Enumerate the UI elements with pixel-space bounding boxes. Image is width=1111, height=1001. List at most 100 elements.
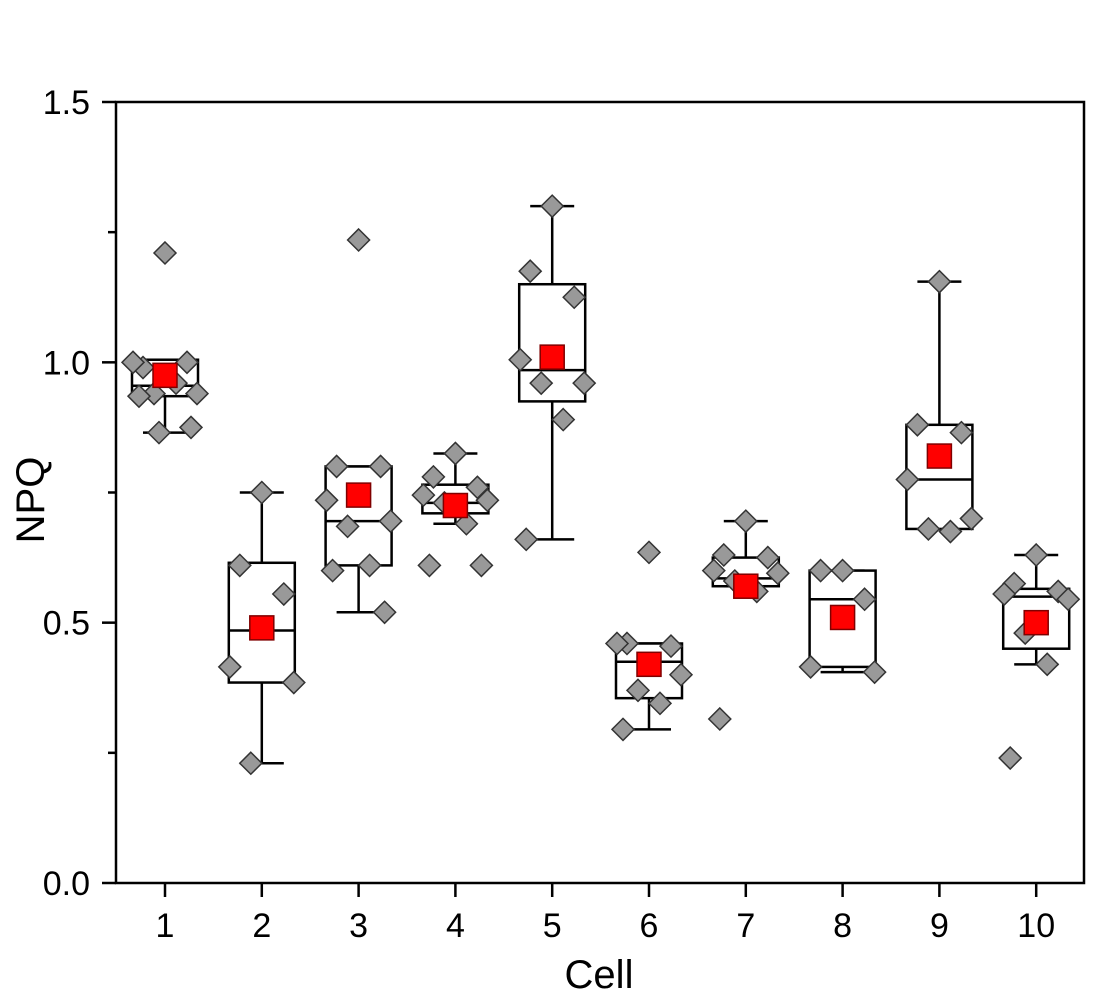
- data-point: [916, 516, 941, 542]
- x-tick-label: 3: [349, 907, 368, 945]
- data-point: [701, 558, 726, 583]
- data-point: [518, 259, 543, 284]
- mean-marker: [345, 482, 372, 508]
- x-tick-label: 1: [156, 907, 175, 945]
- data-point: [959, 506, 984, 531]
- labels: Cell NPQ 0.0 0.5 1.0 1.5 1 2 3 4 5 6 7 8 9 10: [9, 84, 1055, 997]
- x-tick-label: 7: [736, 907, 755, 945]
- data-point: [610, 717, 636, 742]
- data-point: [184, 381, 210, 406]
- data-points: [120, 194, 1081, 776]
- data-point: [227, 553, 252, 578]
- data-point: [152, 240, 178, 266]
- y-tick-label: 1.0: [43, 344, 90, 382]
- data-point: [647, 691, 673, 716]
- data-point: [508, 347, 533, 372]
- data-point: [998, 745, 1023, 771]
- x-tick-label: 9: [930, 907, 949, 945]
- data-point: [707, 706, 732, 732]
- data-point: [636, 540, 662, 565]
- data-point: [905, 412, 930, 437]
- box-iqr: [324, 465, 393, 567]
- data-point: [178, 415, 204, 440]
- data-point: [1024, 542, 1049, 568]
- data-point: [733, 509, 758, 534]
- data-point: [658, 634, 684, 659]
- box-5: [517, 204, 587, 541]
- data-point: [895, 467, 920, 492]
- data-point: [755, 545, 780, 570]
- data-point: [551, 407, 576, 432]
- data-point: [562, 285, 587, 310]
- mean-marker: [249, 615, 275, 641]
- x-tick-label: 10: [1017, 907, 1055, 945]
- data-point: [668, 662, 694, 687]
- data-point: [625, 678, 651, 703]
- box-10: [1001, 553, 1071, 666]
- data-point: [992, 581, 1017, 607]
- data-point: [765, 561, 790, 586]
- data-point: [417, 553, 442, 578]
- data-point: [174, 350, 200, 375]
- mean-marker: [442, 492, 469, 519]
- data-point: [529, 371, 554, 396]
- data-point: [1056, 587, 1081, 612]
- data-point: [249, 480, 274, 505]
- data-point: [469, 553, 494, 578]
- data-point: [368, 454, 393, 479]
- data-point: [1035, 652, 1060, 677]
- data-point: [217, 654, 242, 679]
- data-point: [443, 441, 468, 466]
- data-point: [540, 194, 565, 219]
- data-point: [862, 660, 887, 685]
- data-point: [372, 600, 397, 625]
- data-point: [281, 670, 306, 695]
- data-point: [421, 464, 446, 489]
- data-point: [120, 350, 146, 375]
- x-axis-title: Cell: [565, 953, 634, 997]
- x-tick-label: 6: [640, 907, 659, 945]
- axes: [102, 100, 1086, 897]
- mean-marker: [733, 573, 759, 599]
- data-point: [314, 488, 339, 513]
- mean-marker: [829, 604, 856, 631]
- mean-marker: [1023, 609, 1049, 636]
- data-point: [852, 587, 877, 612]
- data-point: [238, 751, 263, 776]
- data-point: [798, 654, 823, 679]
- x-tick-label: 8: [833, 907, 852, 945]
- data-point: [346, 227, 371, 253]
- data-point: [335, 514, 360, 539]
- data-point: [271, 581, 296, 607]
- data-point: [711, 542, 736, 568]
- data-point: [146, 420, 172, 445]
- box-9: [905, 280, 974, 531]
- data-point: [320, 558, 345, 583]
- y-axis-title: NPQ: [9, 457, 53, 544]
- data-point: [938, 519, 963, 544]
- mean-marker: [539, 344, 565, 370]
- mean-marker: [926, 443, 953, 469]
- data-point: [324, 454, 349, 479]
- mean-marker: [636, 651, 662, 678]
- data-point: [378, 509, 403, 534]
- mean-markers: [152, 344, 1049, 678]
- data-point: [808, 558, 833, 583]
- mean-marker: [152, 362, 178, 389]
- data-point: [475, 488, 500, 513]
- data-point: [126, 384, 152, 409]
- data-point: [357, 553, 382, 578]
- data-point: [411, 483, 436, 508]
- data-point: [830, 558, 855, 583]
- data-point: [604, 631, 630, 656]
- y-tick-label: 0.0: [43, 865, 90, 903]
- data-point: [572, 371, 597, 396]
- data-point: [949, 420, 974, 445]
- data-point: [927, 269, 952, 294]
- y-tick-label: 1.5: [43, 84, 90, 122]
- y-tick-label: 0.5: [43, 605, 90, 643]
- x-tick-label: 5: [543, 907, 562, 945]
- data-point: [514, 527, 539, 552]
- boxes: [130, 204, 1071, 765]
